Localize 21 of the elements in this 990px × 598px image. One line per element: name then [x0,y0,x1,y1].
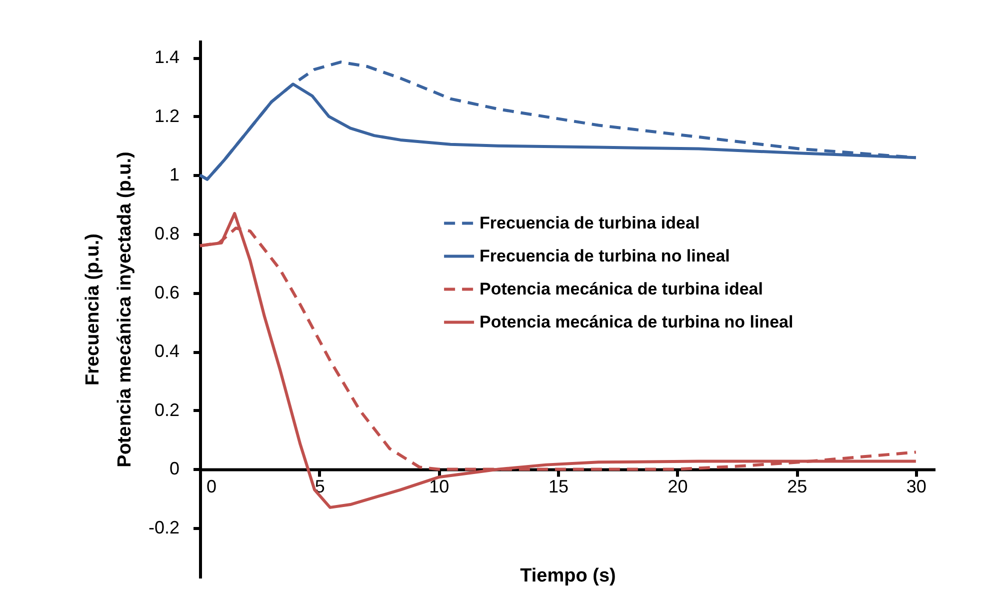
x-tick-label: 20 [668,476,688,497]
legend-label: Potencia mecánica de turbina ideal [480,279,763,298]
x-axis-title: Tiempo (s) [520,566,616,586]
x-tick-label: 30 [906,476,926,497]
y-tick-label: 1.2 [154,106,180,126]
x-tick-label: 10 [429,476,450,497]
legend-label: Frecuencia de turbina no lineal [480,246,730,266]
legend-label: Frecuencia de turbina ideal [480,213,700,232]
y-tick-label: 0.8 [154,224,180,244]
y-tick-label: -0.2 [148,518,180,538]
y-axis-title: Frecuencia (p.u.) Potencia mecánica inyectada (p.u.) [82,152,136,468]
x-tick-label: 0 [206,476,217,497]
y-tick-label: 0.2 [154,400,180,420]
x-tick-label: 25 [787,476,808,497]
x-tick-label: 15 [548,476,568,497]
y-tick-label: 1.4 [154,47,180,68]
y-tick-label: 1 [169,164,180,185]
y-tick-label: 0.4 [154,341,180,362]
y-tick-label: 0 [169,458,180,479]
legend-label: Potencia mecánica de turbina no lineal [480,312,794,332]
y-tick-label: 0.6 [154,282,180,302]
